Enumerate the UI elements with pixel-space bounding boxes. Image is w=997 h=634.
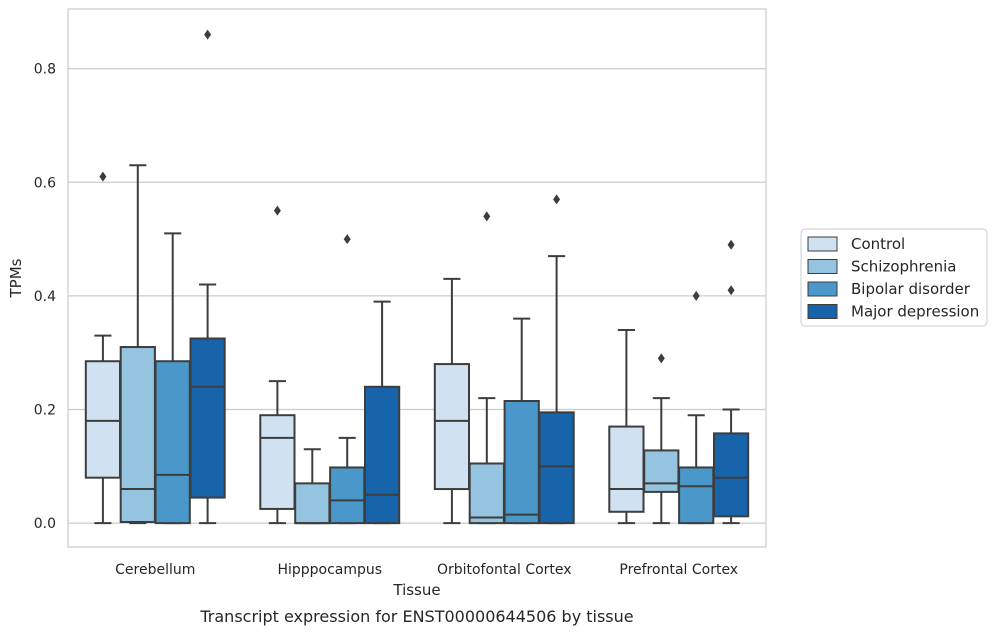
outlier-point (204, 29, 212, 40)
y-tick-label: 0.4 (34, 289, 56, 305)
legend-swatch (807, 259, 838, 274)
legend-label: Bipolar disorder (851, 280, 971, 298)
box-body (189, 337, 226, 499)
outlier-point (99, 171, 107, 182)
outlier-point (553, 194, 561, 205)
box-bipolar-disorder (154, 232, 191, 525)
box-control (84, 171, 122, 525)
box-body (643, 449, 680, 493)
outlier-point (273, 205, 281, 216)
box-major-depression (538, 194, 575, 525)
legend-frame (800, 228, 988, 327)
box-body (294, 482, 331, 525)
legend-swatch (807, 304, 838, 319)
box-major-depression (712, 239, 750, 525)
box-body (712, 432, 750, 518)
box-bipolar-disorder (329, 234, 366, 525)
box-schizophrenia (643, 353, 680, 525)
box-body (468, 462, 505, 525)
box-body (433, 363, 471, 491)
legend-swatch (807, 281, 838, 297)
outlier-point (727, 285, 735, 296)
box-schizophrenia (294, 448, 331, 525)
x-axis-label: Tissue (392, 581, 440, 599)
y-tick-label: 0.0 (34, 516, 56, 532)
box-bipolar-disorder (503, 317, 540, 525)
box-body (329, 466, 366, 525)
box-schizophrenia (119, 164, 156, 525)
x-tick-label: Prefrontal Cortex (619, 562, 738, 578)
box-control (433, 277, 471, 525)
y-axis-tick-labels: 0.0 0.2 0.4 0.6 0.8 (34, 62, 56, 532)
box-schizophrenia (468, 211, 505, 525)
legend-label: Schizophrenia (851, 258, 956, 276)
legend: Control Schizophrenia Bipolar disorder Majo… (800, 228, 988, 327)
box-body (119, 346, 156, 524)
box-control (259, 205, 296, 525)
legend-swatch (807, 236, 838, 252)
box-control (608, 328, 645, 525)
y-tick-label: 0.2 (34, 403, 56, 419)
y-tick-label: 0.8 (34, 62, 56, 78)
box-body (259, 414, 296, 510)
box-body (84, 360, 122, 479)
outlier-point (727, 239, 735, 250)
box-body (503, 399, 540, 525)
box-major-depression (189, 29, 226, 525)
outlier-point (343, 234, 351, 245)
y-tick-label: 0.6 (34, 175, 56, 191)
x-tick-label: Hipppocampus (277, 562, 382, 578)
box-body (608, 425, 645, 513)
outlier-point (692, 290, 700, 301)
chart-caption: Transcript expression for ENST0000064450… (199, 607, 633, 626)
legend-label: Control (851, 235, 905, 253)
box-body (154, 360, 191, 525)
box-major-depression (363, 300, 401, 525)
y-axis-label: TPMs (7, 258, 25, 298)
legend-label: Major depression (851, 303, 979, 321)
outlier-point (657, 353, 665, 364)
x-axis-tick-labels: Cerebellum Hipppocampus Orbitofontal Corte… (115, 562, 738, 578)
box-body (538, 411, 575, 525)
box-plot-marks (84, 29, 750, 525)
plot-area-frame (67, 8, 767, 548)
x-tick-label: Orbitofontal Cortex (437, 562, 572, 578)
box-bipolar-disorder (678, 290, 715, 525)
x-tick-label: Cerebellum (115, 562, 195, 578)
box-body (678, 466, 715, 525)
box-body (363, 385, 401, 525)
outlier-point (483, 211, 491, 222)
